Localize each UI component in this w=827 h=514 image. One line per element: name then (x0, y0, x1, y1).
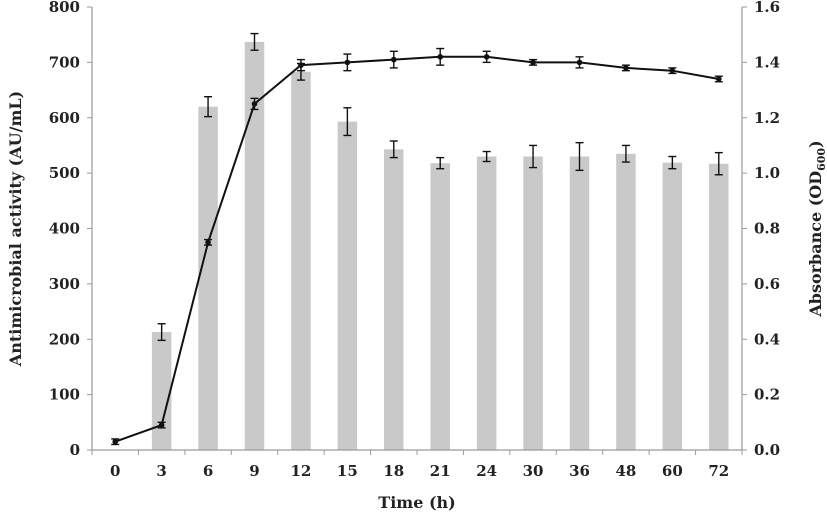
bar (291, 71, 311, 450)
right-y-axis-title: Absorbance (OD600) (806, 140, 827, 317)
left-tick-label: 200 (49, 330, 80, 348)
line-point (344, 59, 351, 66)
right-tick-label: 1.4 (754, 53, 780, 71)
left-y-axis-title: Antimicrobial activity (AU/mL) (6, 91, 25, 367)
x-ticks: 0 3 6 9 12 15 18 21 24 30 36 48 60 72 (91, 450, 743, 480)
x-tick-label: 24 (476, 462, 497, 480)
left-tick-label: 500 (49, 164, 80, 182)
left-y-ticks: 0 100 200 300 400 500 600 700 800 (49, 0, 92, 459)
bar-error-bars (157, 32, 723, 342)
right-y-axis-title-main: Absorbance (OD (806, 171, 825, 318)
x-tick-label: 15 (337, 462, 358, 480)
right-tick-label: 0.0 (754, 441, 780, 459)
line-point (298, 62, 304, 68)
line-point (205, 239, 211, 246)
right-tick-label: 1.6 (754, 0, 780, 16)
left-tick-label: 100 (49, 386, 80, 404)
line-point (112, 438, 119, 445)
line-point (530, 59, 536, 66)
bar (476, 156, 497, 450)
right-tick-label: 1.2 (754, 109, 780, 127)
x-tick-label: 6 (203, 462, 213, 480)
right-tick-label: 1.0 (754, 164, 780, 182)
x-tick-label: 12 (290, 462, 311, 480)
right-y-axis-title-close: ) (806, 140, 825, 148)
x-tick-label: 36 (569, 462, 590, 480)
line-point (390, 56, 397, 63)
line-point (437, 54, 444, 60)
bar (198, 106, 218, 451)
right-tick-label: 0.8 (754, 220, 780, 238)
bar (616, 153, 636, 450)
bar (569, 156, 590, 450)
axes (91, 7, 743, 451)
bar (244, 41, 265, 450)
line-point (483, 54, 490, 60)
x-tick-label: 72 (708, 462, 729, 480)
x-tick-label: 3 (156, 462, 166, 480)
x-tick-label: 0 (110, 462, 120, 480)
right-tick-label: 0.6 (754, 275, 780, 293)
bar (523, 156, 543, 450)
right-tick-label: 0.2 (754, 386, 780, 404)
absorbance-line (114, 55, 719, 443)
left-tick-label: 800 (49, 0, 80, 16)
bar (151, 332, 172, 450)
left-tick-label: 700 (49, 53, 80, 71)
bar (662, 162, 683, 450)
line-point (576, 59, 583, 66)
x-tick-label: 9 (249, 462, 259, 480)
line-point (623, 65, 629, 71)
line-point (251, 101, 258, 107)
bar-series (151, 41, 729, 451)
x-tick-label: 48 (615, 462, 636, 480)
bar (709, 163, 729, 450)
line-point (158, 422, 165, 428)
left-tick-label: 0 (70, 441, 80, 459)
x-tick-label: 18 (383, 462, 404, 480)
right-y-axis-title-subscript: 600 (815, 148, 827, 171)
x-tick-label: 21 (430, 462, 451, 480)
line-point (715, 76, 722, 82)
left-tick-label: 600 (49, 109, 80, 127)
x-tick-label: 60 (662, 462, 683, 480)
left-tick-label: 400 (49, 220, 80, 238)
bar (337, 121, 358, 450)
x-tick-label: 30 (523, 462, 544, 480)
left-tick-label: 300 (49, 275, 80, 293)
line-points (112, 54, 722, 445)
x-axis-title: Time (h) (378, 493, 455, 512)
bar (430, 163, 450, 450)
line-point (669, 67, 676, 74)
right-tick-label: 0.4 (754, 330, 780, 348)
right-y-ticks: 0.0 0.2 0.4 0.6 0.8 1.0 1.2 1.4 1.6 (742, 0, 780, 459)
bar (384, 149, 404, 450)
